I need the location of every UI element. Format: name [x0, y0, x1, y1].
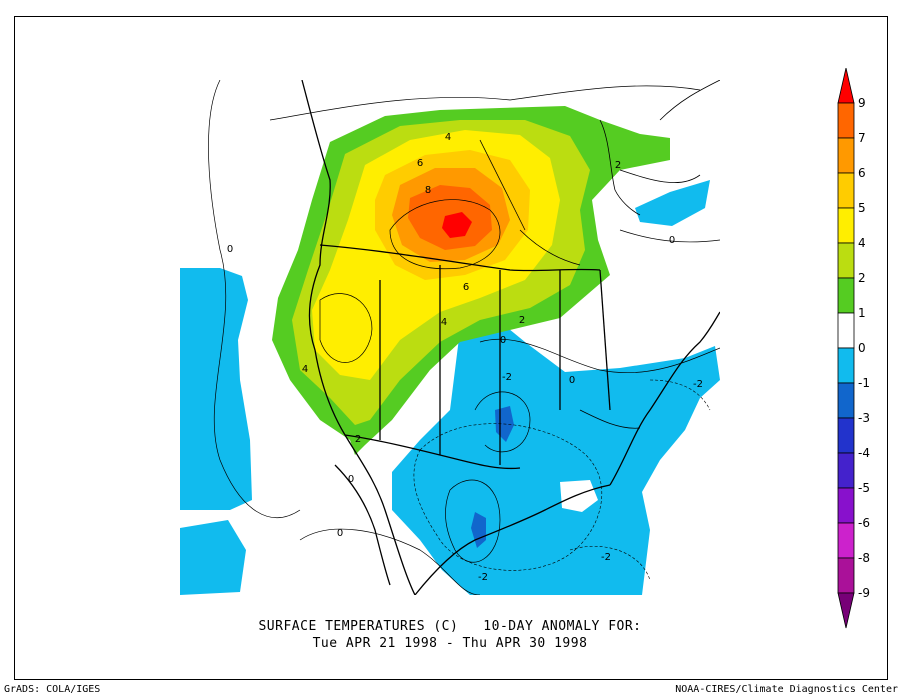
colorbar-level-label: -6	[858, 516, 870, 530]
contour-label: -2	[478, 572, 488, 583]
colorbar-swatch	[837, 312, 855, 349]
colorbar-swatch	[837, 347, 855, 384]
colorbar-level-label: -1	[858, 376, 870, 390]
colorbar-swatch	[837, 277, 855, 314]
cool-anomaly-quebec	[635, 180, 710, 226]
colorbar-swatch	[837, 417, 855, 454]
colorbar-swatch	[837, 207, 855, 244]
contour-label: 4	[445, 132, 451, 143]
contour-label: -2	[502, 372, 512, 383]
contour-label: -2	[601, 552, 611, 563]
colorbar-level-label: 5	[858, 201, 866, 215]
colorbar-level-label: 2	[858, 271, 866, 285]
plot-frame	[14, 16, 888, 680]
cool-anomaly-southwest	[180, 520, 246, 595]
colorbar-swatch	[837, 102, 855, 139]
contour-label: 2	[355, 434, 361, 445]
contour-label: 0	[348, 474, 354, 485]
contour-label: 0	[337, 528, 343, 539]
colorbar-swatch	[837, 137, 855, 174]
colorbar-level-label: 9	[858, 96, 866, 110]
colorbar-swatch	[837, 172, 855, 209]
colorbar: 9 7 6 5 4 2 1 0 -1 -3 -4 -5 -6 -8 -9	[837, 68, 870, 629]
colorbar-level-label: -4	[858, 446, 870, 460]
contour-label: -2	[693, 379, 703, 390]
colorbar-level-label: -5	[858, 481, 870, 495]
colorbar-level-label: -3	[858, 411, 870, 425]
source-credit: NOAA-CIRES/Climate Diagnostics Center	[675, 684, 898, 695]
contour-label: 4	[441, 317, 447, 328]
warm-anomaly-red-core	[442, 212, 472, 238]
contour-label: 0	[569, 375, 575, 386]
map-date-range: Tue APR 21 1998 - Thu APR 30 1998	[312, 636, 588, 651]
neutral-island-gulf	[560, 480, 598, 512]
colorbar-swatch	[837, 452, 855, 489]
colorbar-swatch	[837, 242, 855, 279]
contour-label: 4	[302, 364, 308, 375]
colorbar-swatch	[837, 557, 855, 594]
contour-label: 8	[425, 185, 431, 196]
contour-label: 0	[227, 244, 233, 255]
colorbar-level-label: 6	[858, 166, 866, 180]
colorbar-level-label: -8	[858, 551, 870, 565]
colorbar-arrow-bottom	[837, 592, 855, 629]
contour-label: 6	[463, 282, 469, 293]
cool-anomaly-southern-us-mexico	[392, 320, 720, 595]
colorbar-swatch	[837, 487, 855, 524]
contour-label: 2	[519, 315, 525, 326]
colorbar-level-label: 7	[858, 131, 866, 145]
map-title: SURFACE TEMPERATURES (C) 10-DAY ANOMALY …	[258, 619, 642, 634]
colorbar-swatch	[837, 522, 855, 559]
contour-label: 0	[500, 335, 506, 346]
colorbar-arrow-top	[837, 68, 855, 104]
contour-label: 0	[669, 235, 675, 246]
cold-core-mexico	[471, 512, 486, 548]
contour-label: 2	[615, 160, 621, 171]
contour-label: 6	[417, 158, 423, 169]
colorbar-level-label: 1	[858, 306, 866, 320]
colorbar-swatch	[837, 382, 855, 419]
software-credit: GrADS: COLA/IGES	[4, 684, 101, 695]
colorbar-level-label: 0	[858, 341, 866, 355]
anomaly-map: 4 6 8 6 4 2 4 2 0 0 2 -2 0 -2 -2 -2 0 0 …	[180, 80, 720, 595]
colorbar-level-label: -9	[858, 586, 870, 600]
colorbar-level-label: 4	[858, 236, 866, 250]
